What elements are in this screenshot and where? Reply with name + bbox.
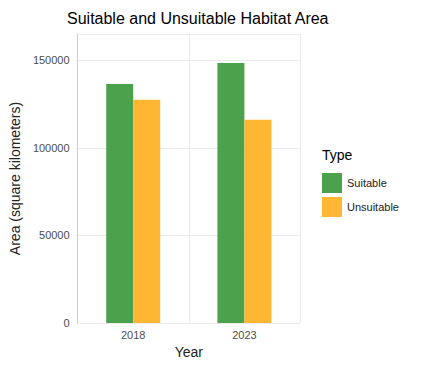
svg-text:50000: 50000 bbox=[39, 229, 70, 241]
svg-text:Area (square kilometers): Area (square kilometers) bbox=[7, 102, 23, 255]
svg-text:2018: 2018 bbox=[121, 329, 145, 341]
svg-text:0: 0 bbox=[63, 317, 69, 329]
svg-text:150000: 150000 bbox=[33, 54, 70, 66]
svg-text:Suitable and Unsuitable Habita: Suitable and Unsuitable Habitat Area bbox=[67, 10, 329, 27]
svg-text:Suitable: Suitable bbox=[347, 177, 387, 189]
svg-text:Unsuitable: Unsuitable bbox=[347, 201, 399, 213]
svg-text:100000: 100000 bbox=[33, 142, 70, 154]
svg-text:2023: 2023 bbox=[232, 329, 256, 341]
svg-text:Type: Type bbox=[322, 147, 353, 163]
svg-text:Year: Year bbox=[175, 344, 204, 360]
